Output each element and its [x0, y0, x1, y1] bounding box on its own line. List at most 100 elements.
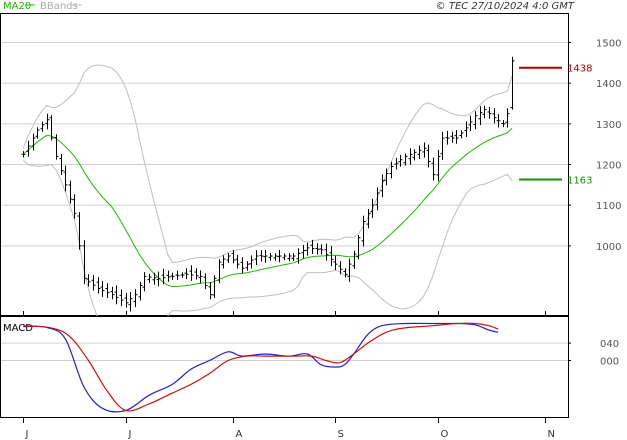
legend-bbands: BBands [40, 1, 78, 12]
ohlc-bar [431, 157, 436, 181]
ohlc-bar [352, 250, 357, 270]
macd-panel-frame [0, 316, 569, 418]
ohlc-bar [35, 127, 40, 139]
ohlc-bar [119, 289, 124, 307]
ohlc-bar [343, 268, 348, 278]
ohlc-bar [208, 282, 213, 300]
macd-signal-line [23, 322, 499, 412]
ohlc-bar [450, 131, 455, 143]
ohlc-bar [408, 148, 413, 165]
ohlc-bar [384, 168, 389, 186]
ohlc-bar [487, 107, 492, 119]
x-tick-label: N [548, 429, 555, 440]
ohlc-bar [156, 271, 161, 287]
ohlc-bar [440, 131, 445, 160]
ohlc-bar [138, 281, 143, 301]
x-tick-label: O [441, 429, 449, 440]
price-bars [21, 56, 515, 312]
ohlc-bar [91, 275, 96, 291]
price-gridlines [1, 41, 568, 247]
ohlc-bar [49, 115, 54, 141]
ohlc-bar [86, 274, 91, 287]
ohlc-bar [72, 194, 77, 219]
ohlc-bar [180, 272, 185, 278]
ohlc-bar [226, 253, 231, 264]
ohlc-bar [282, 253, 287, 261]
ohlc-bar [417, 145, 422, 160]
ohlc-bar [459, 130, 464, 139]
ohlc-bar [245, 261, 250, 271]
ohlc-bar [59, 154, 64, 175]
ohlc-bar [82, 240, 87, 285]
macd-tick-label: 040 [600, 339, 619, 350]
ohlc-bar [203, 273, 208, 290]
ohlc-bar [370, 198, 375, 218]
price-tick-label: 1100 [596, 201, 621, 212]
copyright-text: © TEC 27/10/2024 4:0 GMT [436, 1, 575, 12]
ohlc-bar [422, 142, 427, 158]
x-tick-label: J [25, 429, 29, 440]
ohlc-bar [338, 261, 343, 275]
ohlc-bar [273, 253, 278, 261]
level-label: 1438 [567, 64, 592, 75]
ohlc-bar [198, 270, 203, 284]
ohlc-bar [501, 120, 506, 128]
ohlc-bar [296, 248, 301, 264]
ohlc-bar [96, 277, 101, 294]
ohlc-bar [189, 265, 194, 281]
ohlc-bar [305, 242, 310, 256]
ohlc-bar [231, 250, 236, 264]
ohlc-bar [184, 268, 189, 280]
ohlc-bar [291, 253, 296, 262]
ohlc-bar [142, 272, 147, 292]
ohlc-bar [436, 149, 441, 182]
ohlc-bar [473, 111, 478, 130]
ohlc-bar [333, 255, 338, 271]
ohlc-bar [496, 114, 501, 128]
ohlc-bar [240, 257, 245, 274]
bollinger-upper-band [22, 64, 513, 264]
macd-label: MACD [3, 323, 33, 334]
ohlc-bar [398, 154, 403, 167]
ma20-line [22, 127, 513, 288]
ohlc-bar [329, 246, 334, 267]
ohlc-bar [54, 134, 59, 160]
x-tick-label: S [338, 429, 344, 440]
ohlc-bar [133, 289, 138, 308]
ohlc-bar [301, 244, 306, 259]
ohlc-bar [426, 144, 431, 168]
ohlc-bar [194, 268, 199, 280]
ohlc-bar [482, 105, 487, 119]
ohlc-bar [212, 275, 217, 298]
ohlc-bar [277, 250, 282, 263]
ohlc-bar [21, 151, 26, 158]
macd-tick-label: 000 [600, 356, 619, 367]
ohlc-bar [315, 243, 320, 255]
ohlc-bar [356, 235, 361, 260]
ohlc-bar [347, 258, 352, 282]
ohlc-bar [324, 243, 329, 261]
ohlc-bar [170, 272, 175, 280]
x-tick-label: A [236, 429, 243, 440]
ohlc-bar [77, 212, 82, 250]
ohlc-bar [161, 268, 166, 285]
ohlc-bar [468, 115, 473, 131]
ohlc-bar [263, 249, 268, 263]
ohlc-bar [366, 208, 371, 229]
price-axis-labels: 1000 1100 1200 1300 1400 1500 [568, 38, 621, 253]
ohlc-bar [26, 140, 31, 157]
price-tick-label: 1500 [596, 38, 621, 49]
x-tick-label: J [128, 429, 132, 440]
price-tick-label: 1400 [596, 79, 621, 90]
ohlc-bar [287, 253, 292, 262]
price-tick-label: 1300 [596, 120, 621, 131]
ma20-line-group [22, 127, 513, 288]
ohlc-bar [454, 129, 459, 144]
price-tick-label: 1000 [596, 242, 621, 253]
ohlc-bar [361, 215, 366, 247]
ohlc-bar [235, 254, 240, 269]
ohlc-bar [45, 113, 50, 130]
ohlc-bar [124, 292, 129, 308]
ohlc-bar [254, 250, 259, 265]
price-tick-label: 1200 [596, 161, 621, 172]
